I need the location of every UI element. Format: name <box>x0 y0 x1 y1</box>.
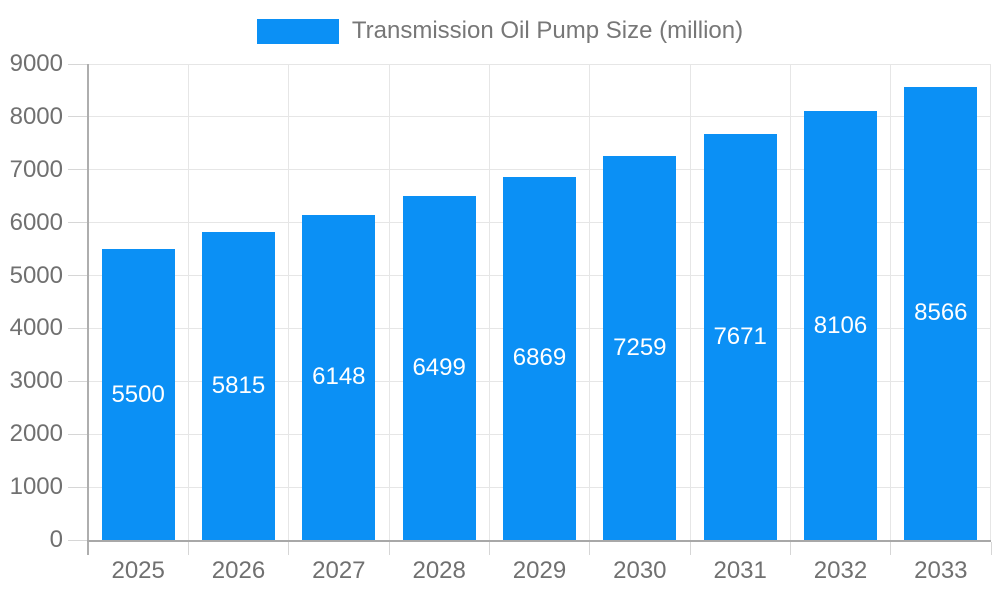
x-axis-line <box>87 540 991 542</box>
v-gridline <box>187 64 189 540</box>
bar-value-label: 8106 <box>813 311 868 339</box>
bar[interactable]: 5815 <box>202 232 275 540</box>
y-axis-tick <box>68 327 87 329</box>
bar-value-label: 6869 <box>512 344 567 372</box>
y-axis-label: 3000 <box>9 367 63 395</box>
x-axis-label: 2032 <box>813 557 868 584</box>
y-axis-tick <box>68 63 87 65</box>
v-gridline <box>388 64 390 540</box>
v-gridline <box>789 64 791 540</box>
h-gridline <box>88 116 991 118</box>
x-axis-tick <box>689 542 691 555</box>
x-axis-label: 2030 <box>613 557 667 584</box>
v-gridline <box>589 64 591 540</box>
bar[interactable]: 6148 <box>302 214 376 540</box>
plot-area: 5500 5815 6148 6499 6869 7259 7671 8106 8566 <box>88 63 991 540</box>
bar-value-label: 5500 <box>111 380 165 408</box>
bar[interactable]: 7259 <box>603 156 677 540</box>
bar[interactable]: 6869 <box>503 176 576 540</box>
y-axis-label: 0 <box>49 526 63 553</box>
y-axis-label: 8000 <box>9 102 63 130</box>
x-axis-tick <box>388 542 390 555</box>
bar[interactable]: 8566 <box>904 86 978 540</box>
x-axis-label: 2028 <box>412 557 466 584</box>
bar-value-label: 5815 <box>211 372 266 400</box>
bar[interactable]: 7671 <box>703 134 777 540</box>
bar-value-label: 7259 <box>613 334 667 362</box>
x-axis-label: 2027 <box>312 557 366 584</box>
legend-swatch-icon <box>256 18 339 44</box>
y-axis-tick <box>68 222 87 224</box>
v-gridline <box>488 64 490 540</box>
y-axis-tick <box>68 486 87 488</box>
y-axis-line <box>87 64 89 555</box>
y-axis-tick <box>68 116 87 118</box>
bar-value-label: 6499 <box>412 354 466 382</box>
x-axis-label: 2025 <box>111 557 165 584</box>
bar[interactable]: 6499 <box>402 196 476 540</box>
y-axis-label: 5000 <box>9 261 63 289</box>
x-axis-tick <box>789 542 791 555</box>
bar-value-label: 6148 <box>312 363 366 391</box>
bar-value-label: 8566 <box>914 299 968 327</box>
v-gridline <box>890 64 892 540</box>
bar-value-label: 7671 <box>713 323 767 351</box>
y-axis-label: 7000 <box>9 155 63 183</box>
bar[interactable]: 5500 <box>101 249 175 540</box>
legend-label: Transmission Oil Pump Size (million) <box>351 17 744 44</box>
y-axis-tick <box>68 380 87 382</box>
v-gridline <box>689 64 691 540</box>
x-axis-label: 2031 <box>713 557 767 584</box>
x-axis-label: 2029 <box>512 557 567 584</box>
h-gridline <box>88 63 991 65</box>
y-axis-tick <box>68 433 87 435</box>
bar[interactable]: 8106 <box>804 111 877 540</box>
y-axis-tick <box>68 169 87 171</box>
v-gridline <box>288 64 290 540</box>
y-axis-label: 2000 <box>9 420 63 448</box>
x-axis-tick <box>488 542 490 555</box>
x-axis-tick <box>288 542 290 555</box>
x-axis-tick <box>589 542 591 555</box>
legend[interactable]: Transmission Oil Pump Size (million) <box>0 17 1000 45</box>
x-axis-tick <box>990 542 992 555</box>
y-axis-label: 6000 <box>9 208 63 236</box>
v-gridline <box>989 64 991 540</box>
y-axis-label: 4000 <box>9 314 63 342</box>
y-axis-label: 9000 <box>9 50 63 77</box>
x-axis-label: 2026 <box>211 557 266 584</box>
x-axis-tick <box>187 542 189 555</box>
x-axis-tick <box>890 542 892 555</box>
x-axis-label: 2033 <box>914 557 968 584</box>
y-axis-tick <box>68 275 87 277</box>
h-gridline <box>88 169 991 171</box>
y-axis-tick <box>68 539 87 541</box>
y-axis-label: 1000 <box>9 473 63 501</box>
